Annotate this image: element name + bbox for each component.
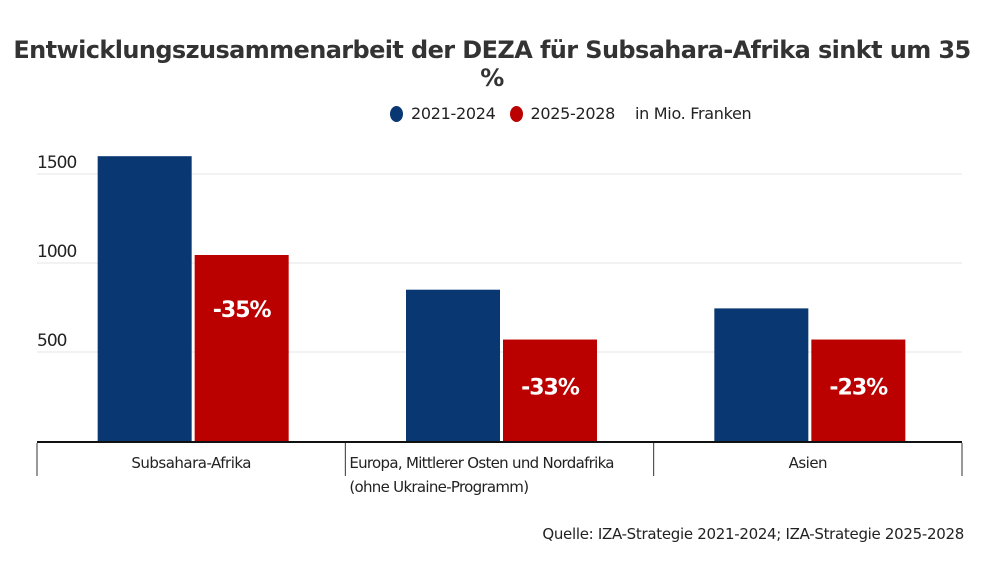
x-category-label: Europa, Mittlerer Osten und Nordafrika (349, 454, 613, 472)
x-category-label: (ohne Ukraine-Programm) (349, 478, 528, 496)
legend-swatch-red (509, 105, 523, 122)
change-label: -35% (213, 298, 272, 323)
bar-2025-2028-1 (194, 254, 289, 441)
bar-2021-2024-1 (97, 156, 192, 441)
change-label: -23% (829, 376, 888, 401)
legend-swatch-blue (390, 105, 403, 122)
legend-item-2021-2024: 2021-2024 (390, 104, 496, 123)
y-tick-label: 500 (37, 331, 67, 351)
chart-title: Entwicklungszusammenarbeit der DEZA für … (13, 36, 971, 92)
bar-2021-2024-3 (714, 308, 809, 441)
x-category-label: Asien (789, 454, 827, 472)
legend-label: 2021-2024 (411, 104, 496, 123)
y-tick-label: 1000 (37, 242, 76, 262)
change-label: -33% (521, 376, 580, 401)
y-tick-label: 1500 (37, 153, 76, 173)
bar-2025-2028-2 (503, 339, 597, 441)
legend-item-2025-2028: 2025-2028 (509, 104, 616, 123)
legend: 2021-2024 2025-2028 in Mio. Franken (390, 104, 752, 123)
legend-label: 2025-2028 (530, 104, 616, 123)
unit-label: in Mio. Franken (635, 104, 752, 123)
bar-2021-2024-2 (406, 289, 500, 441)
source-note: Quelle: IZA-Strategie 2021-2024; IZA-Str… (542, 525, 964, 543)
bar-2025-2028-3 (811, 339, 906, 441)
x-category-label: Subsahara-Afrika (131, 454, 251, 472)
